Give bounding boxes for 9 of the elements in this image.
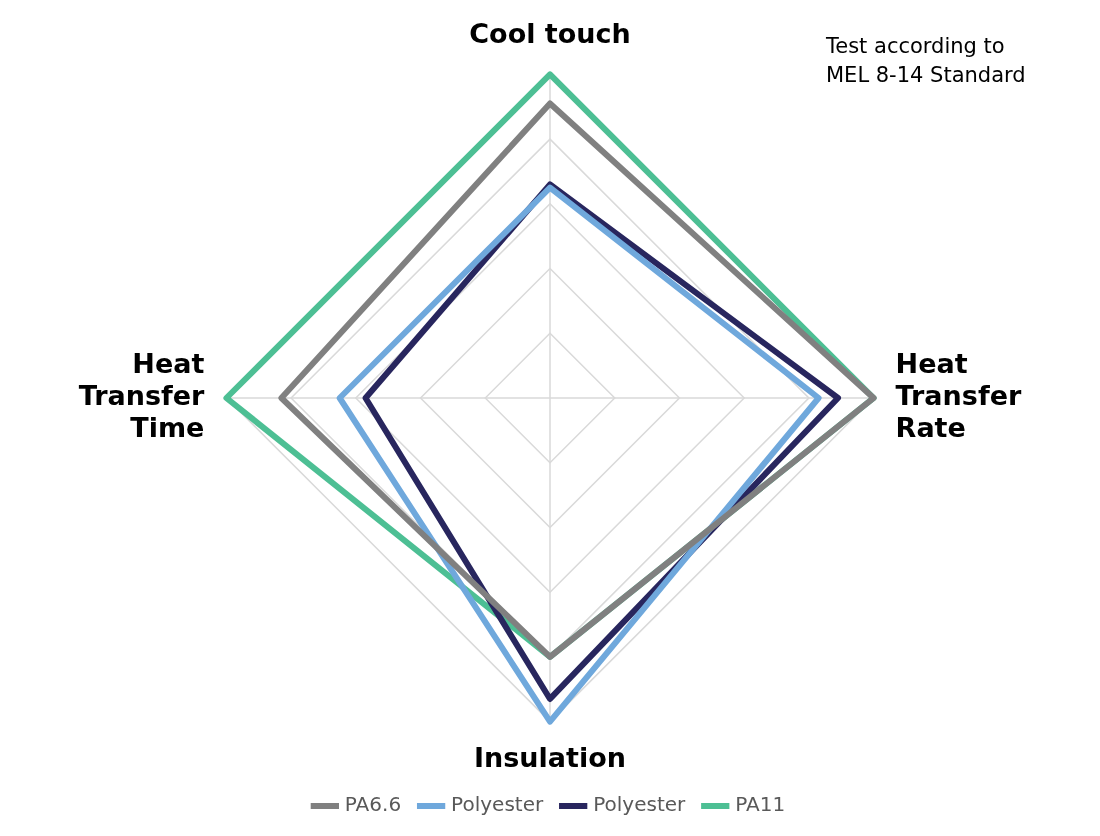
legend-label: PA6.6	[344, 792, 402, 817]
spoke-label: Heat Transfer Rate	[895, 347, 1022, 444]
text: Test according to MEL 8-14 Standard	[826, 33, 1026, 89]
legend-label: Polyester	[593, 792, 687, 817]
legend-label: PA11	[735, 792, 786, 817]
spoke-label: Insulation	[474, 741, 626, 773]
spoke-label: Cool touch	[469, 18, 631, 50]
spoke-label: Heat Transfer Time	[78, 347, 206, 444]
legend-label: Polyester	[451, 792, 544, 817]
